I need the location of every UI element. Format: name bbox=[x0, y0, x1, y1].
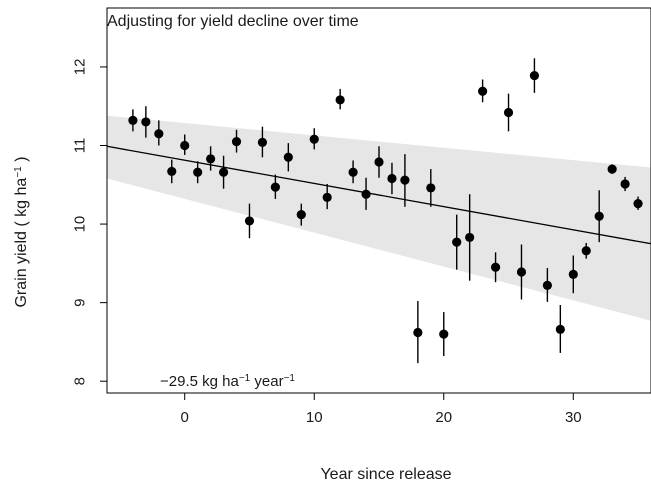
y-tick-label: 12 bbox=[72, 59, 89, 76]
data-point bbox=[206, 146, 216, 171]
point-marker bbox=[503, 107, 514, 118]
point-marker bbox=[633, 199, 643, 209]
data-point bbox=[244, 203, 255, 239]
data-point bbox=[296, 203, 306, 226]
confidence-band bbox=[107, 115, 651, 321]
data-point bbox=[452, 214, 462, 270]
data-point bbox=[633, 196, 643, 210]
point-marker bbox=[322, 192, 332, 202]
data-point bbox=[503, 93, 514, 132]
point-marker bbox=[439, 329, 449, 339]
x-tick-label: 0 bbox=[181, 409, 189, 426]
point-marker bbox=[270, 182, 280, 192]
data-point bbox=[141, 106, 151, 138]
data-point bbox=[128, 109, 138, 132]
data-point bbox=[309, 128, 319, 150]
data-point bbox=[400, 154, 410, 207]
y-tick-label: 8 bbox=[72, 377, 89, 385]
data-point bbox=[413, 301, 423, 364]
point-marker bbox=[478, 86, 488, 96]
point-marker bbox=[465, 232, 475, 243]
point-marker bbox=[529, 70, 540, 81]
point-marker bbox=[490, 262, 501, 272]
data-point bbox=[465, 194, 475, 281]
plot-area bbox=[106, 58, 651, 364]
data-point bbox=[283, 143, 293, 172]
point-marker bbox=[206, 154, 216, 164]
point-marker bbox=[581, 246, 591, 256]
data-point bbox=[387, 162, 397, 195]
data-point bbox=[154, 120, 164, 146]
point-marker bbox=[387, 173, 397, 184]
slope-annotation: −29.5 kg ha−1 year−1 bbox=[160, 373, 295, 391]
point-marker bbox=[555, 324, 565, 334]
data-point bbox=[529, 58, 540, 93]
data-point bbox=[270, 174, 280, 199]
point-marker bbox=[283, 152, 293, 162]
point-marker bbox=[257, 137, 268, 147]
point-marker bbox=[348, 167, 358, 177]
point-marker bbox=[594, 211, 604, 221]
point-marker bbox=[218, 167, 229, 177]
point-marker bbox=[296, 210, 306, 220]
y-tick-label: 11 bbox=[72, 138, 89, 154]
data-point bbox=[439, 312, 449, 357]
point-marker bbox=[607, 164, 617, 174]
point-marker bbox=[193, 167, 203, 177]
point-marker bbox=[128, 115, 138, 125]
data-point bbox=[542, 268, 552, 302]
point-marker bbox=[244, 216, 255, 226]
data-point bbox=[594, 190, 604, 243]
point-marker bbox=[154, 129, 164, 139]
data-point bbox=[620, 176, 630, 192]
point-marker bbox=[426, 183, 436, 193]
data-point bbox=[180, 134, 190, 155]
point-marker bbox=[231, 136, 242, 147]
data-points bbox=[128, 58, 643, 364]
data-point bbox=[167, 159, 177, 184]
x-axis-label: Year since release bbox=[320, 466, 451, 483]
chart-title: Adjusting for yield decline over time bbox=[107, 13, 359, 30]
point-marker bbox=[568, 269, 578, 279]
data-point bbox=[478, 79, 488, 103]
data-point bbox=[218, 155, 229, 189]
data-point bbox=[426, 169, 436, 207]
point-marker bbox=[620, 179, 630, 189]
y-tick-label: 10 bbox=[72, 216, 89, 233]
data-point bbox=[607, 164, 617, 174]
point-marker bbox=[400, 175, 410, 185]
data-point bbox=[490, 252, 501, 283]
data-point bbox=[581, 242, 591, 259]
data-point bbox=[335, 88, 345, 110]
data-point bbox=[374, 146, 384, 178]
point-marker bbox=[141, 117, 151, 127]
point-marker bbox=[452, 237, 462, 247]
y-axis: 8 9 10 11 12 bbox=[72, 59, 107, 385]
x-axis: 0 10 20 30 bbox=[181, 392, 582, 426]
data-point bbox=[231, 129, 242, 153]
y-axis-label: Grain yield ( kg ha−1 ) bbox=[13, 156, 31, 307]
data-point bbox=[348, 160, 358, 184]
data-point bbox=[361, 177, 371, 210]
data-point bbox=[193, 161, 203, 184]
point-marker bbox=[374, 157, 384, 167]
data-point bbox=[257, 126, 268, 158]
x-tick-label: 10 bbox=[306, 409, 323, 426]
point-marker bbox=[361, 189, 371, 199]
x-tick-label: 20 bbox=[435, 409, 452, 426]
point-marker bbox=[335, 95, 345, 105]
data-point bbox=[568, 255, 578, 294]
data-point bbox=[322, 184, 332, 210]
data-point bbox=[555, 305, 565, 353]
point-marker bbox=[167, 166, 177, 177]
point-marker bbox=[309, 134, 319, 144]
point-marker bbox=[542, 280, 552, 290]
data-point bbox=[516, 244, 527, 300]
x-tick-label: 30 bbox=[565, 409, 582, 426]
point-marker bbox=[180, 140, 190, 151]
point-marker bbox=[413, 327, 423, 338]
y-tick-label: 9 bbox=[72, 298, 89, 306]
point-marker bbox=[516, 267, 527, 277]
